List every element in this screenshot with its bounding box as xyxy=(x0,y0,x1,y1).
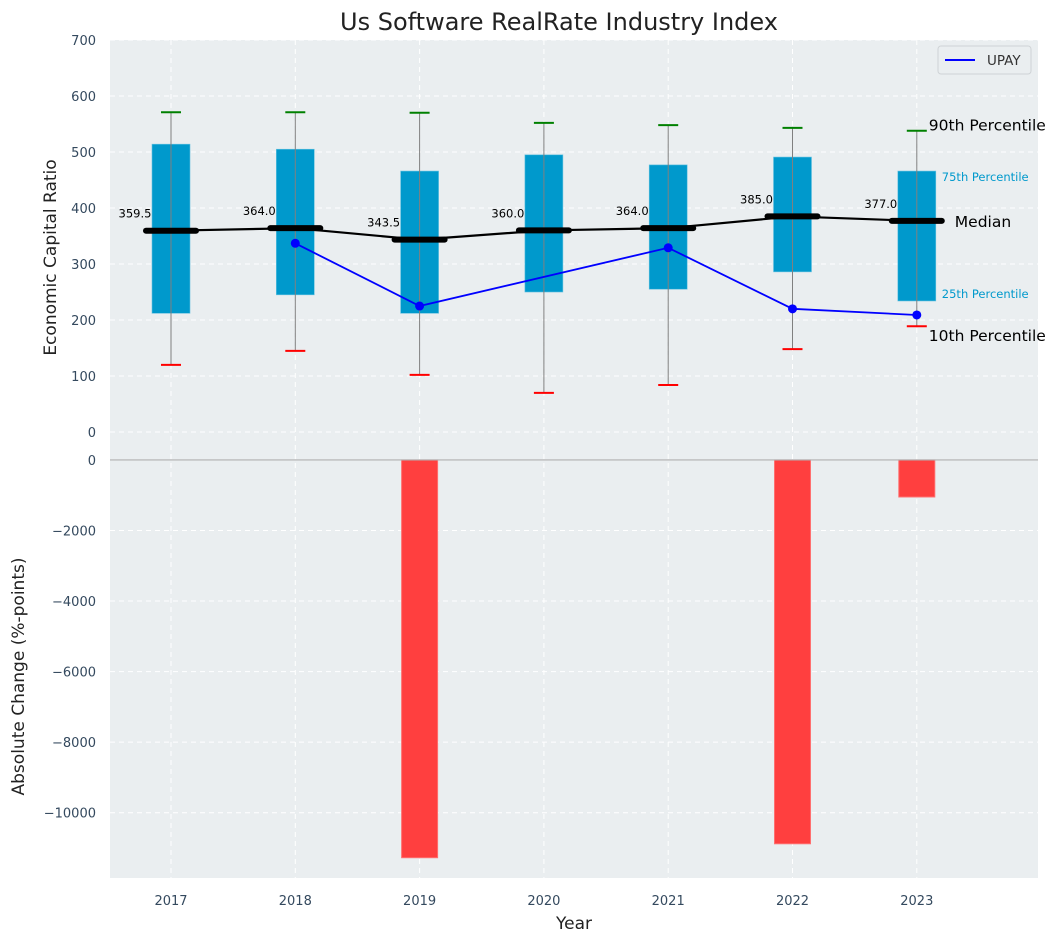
x-axis-label: Year xyxy=(555,914,592,934)
x-tick-label: 2019 xyxy=(403,894,436,909)
upper-y-tick-label: 600 xyxy=(71,90,96,105)
annotation-25th: 25th Percentile xyxy=(942,287,1029,301)
change-bar-2019 xyxy=(401,459,439,859)
upper-y-ticks: 0 100 200 300 400 500 600 700 xyxy=(71,34,96,441)
upay-series xyxy=(290,238,922,320)
change-bars xyxy=(401,459,936,859)
median-label: 360.0 xyxy=(491,206,524,220)
x-tick-label: 2017 xyxy=(154,894,187,909)
lower-y-tick-label: −6000 xyxy=(52,666,96,681)
percentile-annotations: 90th Percentile 75th Percentile Median 25th… xyxy=(929,117,1046,345)
legend-upay-label: UPAY xyxy=(987,53,1021,69)
median-label: 364.0 xyxy=(616,204,649,218)
upper-plot-background xyxy=(110,40,1038,455)
legend-box xyxy=(937,45,1032,75)
annotation-median: Median xyxy=(955,213,1011,231)
upay-point xyxy=(415,301,425,311)
change-bar-2022 xyxy=(774,459,811,845)
lower-y-tick-label: −4000 xyxy=(52,595,96,610)
upper-y-tick-label: 700 xyxy=(71,34,96,49)
x-tick-label: 2023 xyxy=(900,894,933,909)
change-bar-2023 xyxy=(898,459,936,498)
lower-plot-background xyxy=(110,455,1038,878)
upay-point xyxy=(788,304,797,314)
median-label: 364.0 xyxy=(243,204,276,218)
upper-y-tick-label: 300 xyxy=(71,258,96,273)
median-series xyxy=(143,213,945,243)
legend: UPAY xyxy=(937,45,1032,75)
lower-y-tick-label: −2000 xyxy=(52,524,96,539)
median-label: 343.5 xyxy=(367,216,400,230)
annotation-75th: 75th Percentile xyxy=(942,170,1029,184)
lower-y-axis-label: Absolute Change (%-points) xyxy=(9,558,29,796)
median-label: 359.5 xyxy=(119,207,152,221)
x-tick-label: 2022 xyxy=(776,894,809,909)
upper-y-tick-label: 500 xyxy=(71,146,96,161)
lower-y-tick-label: −8000 xyxy=(52,736,96,751)
x-tick-label: 2020 xyxy=(527,894,560,909)
lower-y-ticks: 0 −2000 −4000 −6000 −8000 −10000 xyxy=(44,454,96,822)
upper-y-axis-label: Economic Capital Ratio xyxy=(41,159,61,355)
chart-title: Us Software RealRate Industry Index xyxy=(340,8,778,36)
x-tick-label: 2021 xyxy=(652,894,685,909)
median-label: 385.0 xyxy=(740,192,773,206)
upay-point xyxy=(912,310,922,320)
x-ticks: 2017 2018 2019 2020 2021 2022 2023 xyxy=(154,894,933,909)
lower-y-tick-label: 0 xyxy=(88,454,96,469)
upay-point xyxy=(663,243,673,253)
upay-point xyxy=(290,238,300,248)
upper-y-tick-label: 400 xyxy=(71,202,96,217)
median-labels: 359.5 364.0 343.5 360.0 364.0 385.0 377.0 xyxy=(119,192,898,229)
median-label: 377.0 xyxy=(864,197,897,211)
upper-y-tick-label: 0 xyxy=(88,426,96,441)
lower-y-tick-label: −10000 xyxy=(44,807,96,822)
upper-y-tick-label: 200 xyxy=(71,314,96,329)
x-tick-label: 2018 xyxy=(279,894,312,909)
annotation-90th: 90th Percentile xyxy=(929,117,1046,135)
annotation-10th: 10th Percentile xyxy=(929,327,1046,345)
upper-y-tick-label: 100 xyxy=(71,370,96,385)
